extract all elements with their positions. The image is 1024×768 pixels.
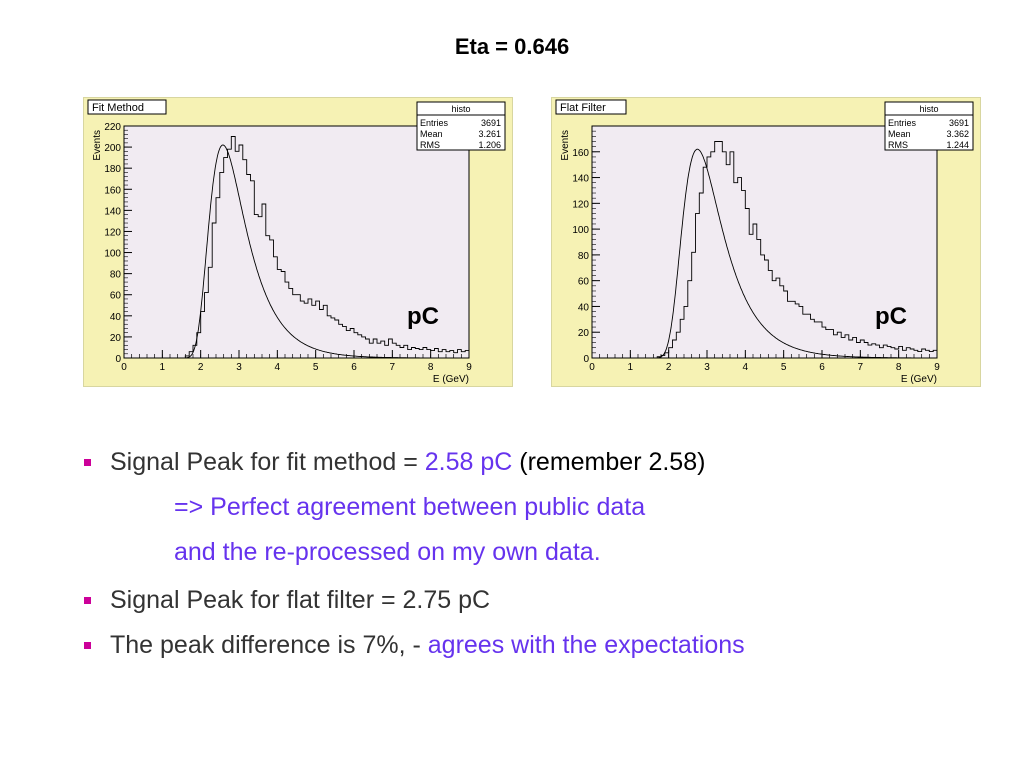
frame-label: Fit Method [92,102,144,114]
stats-value: 3.362 [946,129,969,139]
bullet-text: Signal Peak for fit method = 2.58 pC (re… [110,448,705,477]
x-tick-label: 4 [275,362,281,373]
stats-box [884,101,974,151]
x-tick-label: 4 [743,362,749,373]
y-tick-label: 160 [572,148,589,159]
x-tick-label: 2 [198,362,204,373]
stats-title: histo [451,104,470,114]
x-tick-label: 8 [896,362,902,373]
text-segment-highlight: 2.58 pC [424,448,513,476]
x-tick-label: 0 [589,362,595,373]
y-tick-label: 180 [104,164,121,175]
x-tick-label: 7 [390,362,396,373]
y-tick-label: 140 [572,174,589,185]
y-axis-label: Events [560,130,571,161]
stats-key: RMS [888,140,908,150]
pc-annotation: pC [875,303,907,330]
frame-label-box [87,99,167,115]
fit-method-histogram-panel: Fit Method histo Entries 3691 Mean 3.261 RMS 1.… [83,97,513,387]
stats-value: 1.206 [478,140,501,150]
pc-annotation: pC [407,303,439,330]
stats-box [416,101,506,151]
x-tick-label: 9 [934,362,940,373]
bullet-square-icon [84,597,91,604]
bullet-square-icon [84,642,91,649]
y-tick-label: 0 [115,354,121,365]
x-axis-label: E (GeV) [433,374,469,385]
y-tick-label: 200 [104,143,121,154]
frame-label-box [555,99,627,115]
x-tick-label: 1 [628,362,634,373]
x-tick-label: 7 [858,362,864,373]
stats-key: RMS [420,140,440,150]
stats-value: 3691 [481,118,501,128]
x-tick-label: 9 [466,362,472,373]
x-tick-label: 3 [236,362,242,373]
histogram-series [177,136,469,359]
plot-area [591,125,938,359]
flat-filter-histogram-panel: Flat Filter histo Entries 3691 Mean 3.362 RMS 1… [551,97,981,387]
bullet-text: The peak difference is 7%, - agrees with… [110,631,745,660]
stats-key: Entries [888,118,917,128]
text-segment: (remember 2.58) [512,448,706,476]
y-tick-label: 20 [578,328,590,339]
y-tick-label: 120 [572,199,589,210]
text-segment: The peak difference is 7%, - [110,631,428,659]
y-tick-label: 140 [104,206,121,217]
y-tick-label: 160 [104,185,121,196]
text-segment-highlight: agrees with the expectations [427,631,745,659]
slide-title: Eta = 0.646 [454,34,570,59]
histogram-series [649,141,937,359]
x-tick-label: 5 [781,362,787,373]
x-axis-label: E (GeV) [901,374,937,385]
frame-label: Flat Filter [560,102,606,114]
fit-curve [641,148,937,359]
histogram-steps [177,136,469,359]
text-segment-highlight: => Perfect agreement between public data [174,493,646,521]
fit-curve [173,144,469,359]
stats-value: 1.244 [946,140,969,150]
bullet-text: Signal Peak for flat filter = 2.75 pC [110,586,491,614]
x-tick-label: 8 [428,362,434,373]
stats-key: Entries [420,118,449,128]
x-tick-label: 1 [160,362,166,373]
y-tick-label: 80 [110,270,122,281]
y-tick-label: 40 [110,312,122,323]
stats-value: 3691 [949,118,969,128]
y-tick-label: 40 [578,302,590,313]
y-tick-label: 60 [578,277,590,288]
text-segment-highlight: and the re-processed on my own data. [174,538,601,566]
histogram-steps [649,141,937,359]
y-tick-label: 100 [572,225,589,236]
plot-area [123,125,470,359]
text-segment: Signal Peak for fit method = [110,448,425,476]
y-tick-label: 120 [104,227,121,238]
x-tick-label: 2 [666,362,672,373]
x-tick-label: 3 [704,362,710,373]
y-tick-label: 60 [110,291,122,302]
stats-key: Mean [888,129,911,139]
bullet-square-icon [84,459,91,466]
y-tick-label: 0 [583,354,589,365]
y-tick-label: 20 [110,333,122,344]
y-tick-label: 220 [104,122,121,133]
y-tick-label: 100 [104,249,121,260]
y-tick-label: 80 [578,251,590,262]
y-axis-label: Events [92,130,103,161]
stats-key: Mean [420,129,443,139]
stats-value: 3.261 [478,129,501,139]
x-tick-label: 6 [819,362,825,373]
x-tick-label: 5 [313,362,319,373]
x-tick-label: 6 [351,362,357,373]
x-tick-label: 0 [121,362,127,373]
stats-title: histo [919,104,938,114]
